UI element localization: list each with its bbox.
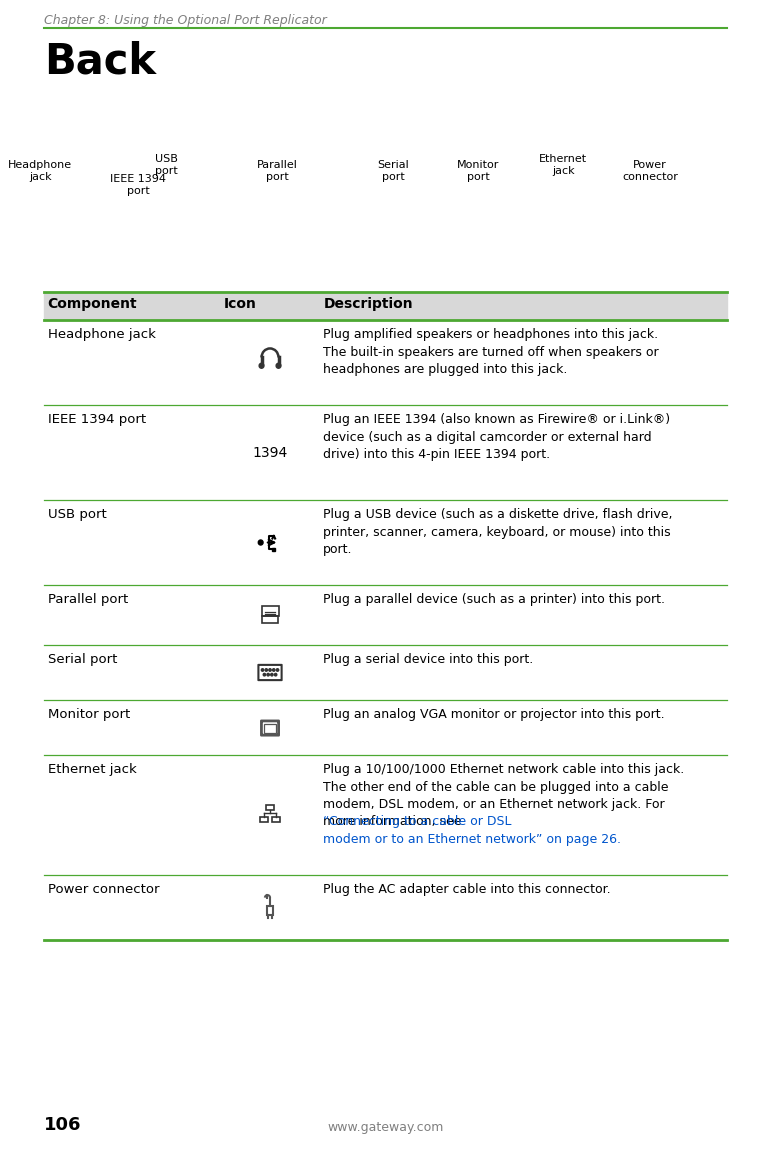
Text: Power
connector: Power connector xyxy=(622,160,678,181)
Text: Serial port: Serial port xyxy=(48,653,117,666)
Circle shape xyxy=(273,668,275,672)
Bar xyxy=(272,817,280,822)
Text: Component: Component xyxy=(48,297,138,311)
Text: Plug a USB device (such as a diskette drive, flash drive,
printer, scanner, came: Plug a USB device (such as a diskette dr… xyxy=(323,508,673,555)
Circle shape xyxy=(263,674,265,676)
Text: IEEE 1394 port: IEEE 1394 port xyxy=(48,413,146,426)
Text: Ethernet
jack: Ethernet jack xyxy=(539,155,587,175)
Text: www.gateway.com: www.gateway.com xyxy=(328,1121,444,1134)
Text: 106: 106 xyxy=(44,1116,81,1134)
Text: Plug an IEEE 1394 (also known as Firewire® or i.Link®)
device (such as a digital: Plug an IEEE 1394 (also known as Firewir… xyxy=(323,413,670,461)
Bar xyxy=(272,547,275,551)
Bar xyxy=(266,804,274,810)
Text: Plug amplified speakers or headphones into this jack.
The built-in speakers are : Plug amplified speakers or headphones in… xyxy=(323,328,659,376)
Text: USB
port: USB port xyxy=(155,155,178,175)
Bar xyxy=(44,292,727,320)
Circle shape xyxy=(271,674,273,676)
Circle shape xyxy=(258,540,263,545)
Text: USB port: USB port xyxy=(48,508,106,521)
Text: Serial
port: Serial port xyxy=(377,160,409,181)
Text: Power connector: Power connector xyxy=(48,883,159,896)
Text: Parallel
port: Parallel port xyxy=(257,160,297,181)
Circle shape xyxy=(261,668,264,672)
Circle shape xyxy=(269,668,271,672)
Bar xyxy=(264,724,277,733)
Text: IEEE 1394
port: IEEE 1394 port xyxy=(110,174,166,195)
Bar xyxy=(262,616,277,623)
Text: Plug a 10/100/1000 Ethernet network cable into this jack.
The other end of the c: Plug a 10/100/1000 Ethernet network cabl… xyxy=(323,763,685,829)
Text: Plug a serial device into this port.: Plug a serial device into this port. xyxy=(323,653,534,666)
Circle shape xyxy=(276,364,281,368)
Circle shape xyxy=(277,668,279,672)
Text: Ethernet jack: Ethernet jack xyxy=(48,763,137,776)
Text: Monitor port: Monitor port xyxy=(48,708,130,720)
Circle shape xyxy=(274,674,277,676)
Text: 1394: 1394 xyxy=(252,445,287,459)
Text: Headphone jack: Headphone jack xyxy=(48,328,156,340)
Bar xyxy=(261,817,268,822)
Text: Plug a parallel device (such as a printer) into this port.: Plug a parallel device (such as a printe… xyxy=(323,593,665,607)
Bar xyxy=(261,607,278,616)
Bar xyxy=(267,905,274,914)
Circle shape xyxy=(267,674,269,676)
Text: Monitor
port: Monitor port xyxy=(457,160,499,181)
Text: Headphone
jack: Headphone jack xyxy=(8,160,72,181)
Text: Icon: Icon xyxy=(224,297,257,311)
Text: “Connecting to a cable or DSL
modem or to an Ethernet network” on page 26.: “Connecting to a cable or DSL modem or t… xyxy=(323,815,622,846)
Text: Parallel port: Parallel port xyxy=(48,593,128,607)
Circle shape xyxy=(265,668,268,672)
Text: Back: Back xyxy=(44,40,156,83)
Text: Plug an analog VGA monitor or projector into this port.: Plug an analog VGA monitor or projector … xyxy=(323,708,665,720)
Text: Plug the AC adapter cable into this connector.: Plug the AC adapter cable into this conn… xyxy=(323,883,611,896)
Text: Description: Description xyxy=(323,297,413,311)
Circle shape xyxy=(259,364,264,368)
Text: Chapter 8: Using the Optional Port Replicator: Chapter 8: Using the Optional Port Repli… xyxy=(44,14,327,27)
